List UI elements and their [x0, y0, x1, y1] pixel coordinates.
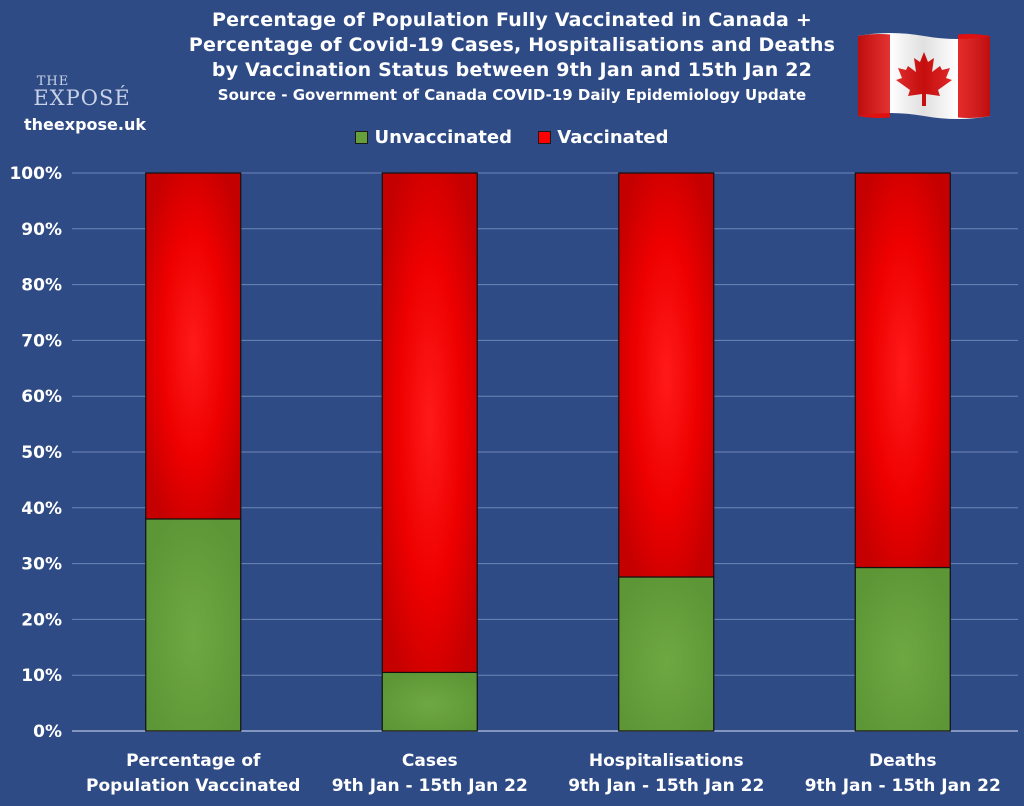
x-category-label: 9th Jan - 15th Jan 22	[332, 776, 528, 796]
brand-logo-the: THE	[36, 74, 70, 89]
legend-label-unvaccinated: Unvaccinated	[374, 127, 512, 148]
y-tick-label: 80%	[21, 276, 62, 296]
legend-label-vaccinated: Vaccinated	[557, 127, 669, 148]
x-category-label: Hospitalisations	[589, 751, 744, 771]
bar-unvaccinated	[145, 518, 242, 732]
y-tick-label: 40%	[21, 499, 62, 519]
title-line-3: by Vaccination Status between 9th Jan an…	[211, 59, 813, 81]
y-tick-label: 30%	[21, 555, 62, 575]
y-tick-label: 90%	[21, 220, 62, 240]
brand-logo: THE EXPOSÉ	[22, 75, 142, 110]
y-tick-label: 70%	[21, 331, 62, 351]
bar-vaccinated	[854, 172, 951, 569]
site-url: theexpose.uk	[24, 115, 146, 134]
bar-vaccinated	[145, 172, 242, 520]
x-category-label: Cases	[402, 751, 458, 771]
title-line-2: Percentage of Covid-19 Cases, Hospitalis…	[188, 34, 836, 56]
x-category-label: 9th Jan - 15th Jan 22	[568, 776, 764, 796]
legend: Unvaccinated Vaccinated	[0, 127, 1024, 149]
x-category-label: Percentage of	[126, 751, 261, 771]
brand-logo-name: EXPOSÉ	[33, 86, 131, 110]
y-tick-label: 60%	[21, 387, 62, 407]
x-category-label: Population Vaccinated	[86, 776, 300, 796]
y-tick-label: 50%	[21, 443, 62, 463]
bar-unvaccinated	[618, 576, 715, 732]
bar-unvaccinated	[854, 566, 951, 732]
y-tick-label: 100%	[9, 164, 62, 184]
bar-vaccinated	[618, 172, 715, 578]
legend-swatch-unvaccinated	[355, 131, 369, 144]
y-tick-label: 20%	[21, 610, 62, 630]
bar-unvaccinated	[381, 671, 478, 732]
y-axis: 0% 10% 20% 30% 40% 50% 60% 70% 80% 90% 100%	[9, 164, 62, 742]
y-tick-label: 10%	[21, 666, 62, 686]
canada-flag-icon	[858, 33, 990, 119]
legend-item-unvaccinated: Unvaccinated	[355, 127, 512, 148]
bars	[145, 172, 951, 732]
x-category-label: Deaths	[869, 751, 936, 771]
x-axis: Percentage of Population Vaccinated Cases 9…	[86, 751, 1001, 796]
x-category-label: 9th Jan - 15th Jan 22	[805, 776, 1001, 796]
legend-swatch-vaccinated	[538, 131, 552, 144]
title-line-1: Percentage of Population Fully Vaccinate…	[212, 9, 812, 31]
legend-item-vaccinated: Vaccinated	[538, 127, 669, 148]
bar-vaccinated	[381, 172, 478, 674]
chart-title: Percentage of Population Fully Vaccinate…	[0, 8, 1024, 106]
y-tick-label: 0%	[33, 722, 62, 742]
chart-subtitle: Source - Government of Canada COVID-19 D…	[217, 86, 807, 104]
